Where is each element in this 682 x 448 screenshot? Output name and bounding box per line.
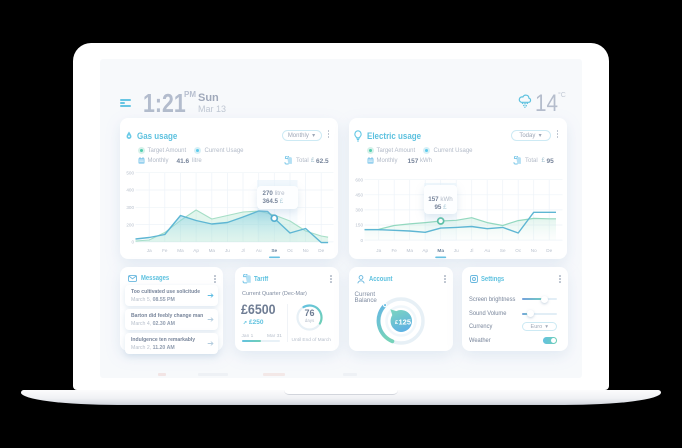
svg-text:Jl: Jl xyxy=(470,248,473,253)
svg-text:De: De xyxy=(318,248,324,253)
svg-text:400: 400 xyxy=(126,188,134,193)
svg-text:Fe: Fe xyxy=(391,248,397,253)
svg-text:0: 0 xyxy=(360,238,363,243)
svg-text:300: 300 xyxy=(355,208,363,213)
svg-text:Ja: Ja xyxy=(376,248,381,253)
svg-text:450: 450 xyxy=(355,193,363,198)
svg-text:300: 300 xyxy=(126,205,134,210)
svg-text:Ju: Ju xyxy=(453,248,458,253)
svg-text:125: 125 xyxy=(399,318,412,327)
svg-text:Ap: Ap xyxy=(193,248,199,253)
svg-text:Ap: Ap xyxy=(422,248,428,253)
svg-text:Au: Au xyxy=(255,248,261,253)
svg-text:£: £ xyxy=(395,320,398,326)
svg-text:Ma: Ma xyxy=(406,248,413,253)
svg-text:No: No xyxy=(530,248,536,253)
svg-text:Ma: Ma xyxy=(208,248,215,253)
svg-text:600: 600 xyxy=(355,177,363,182)
svg-text:No: No xyxy=(302,248,308,253)
svg-text:500: 500 xyxy=(126,170,134,175)
svg-text:Au: Au xyxy=(484,248,490,253)
svg-text:Se: Se xyxy=(271,248,277,254)
svg-text:Oc: Oc xyxy=(287,248,294,253)
svg-text:Ma: Ma xyxy=(177,248,184,253)
svg-text:Fe: Fe xyxy=(162,248,168,253)
svg-text:Ma: Ma xyxy=(437,248,444,254)
svg-text:Jl: Jl xyxy=(241,248,244,253)
svg-text:Oc: Oc xyxy=(515,248,522,253)
svg-text:Ja: Ja xyxy=(146,248,151,253)
svg-text:Se: Se xyxy=(499,248,505,253)
svg-text:0: 0 xyxy=(131,240,134,245)
svg-text:Ju: Ju xyxy=(224,248,229,253)
svg-text:200: 200 xyxy=(126,222,134,227)
svg-text:De: De xyxy=(546,248,552,253)
svg-text:150: 150 xyxy=(355,223,363,228)
